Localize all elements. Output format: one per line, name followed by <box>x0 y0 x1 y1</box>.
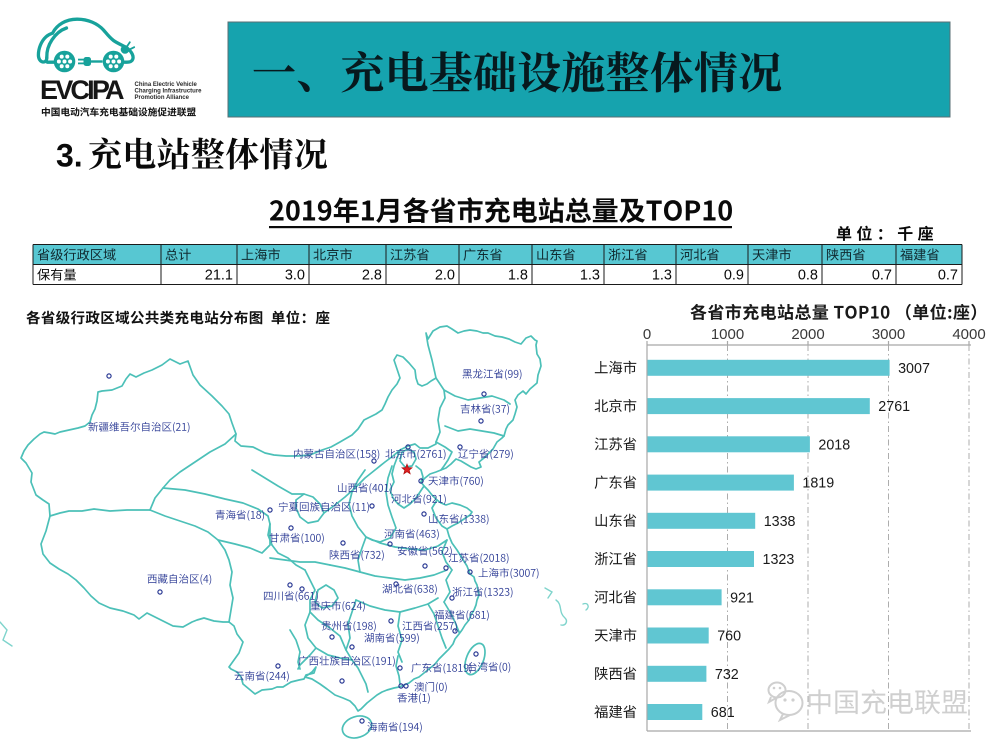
svg-text:0.9: 0.9 <box>724 268 744 284</box>
svg-text:3.: 3. <box>56 138 83 174</box>
svg-text:1323: 1323 <box>763 552 795 568</box>
svg-text:Charging Infrastructure: Charging Infrastructure <box>135 89 203 95</box>
svg-text:3.0: 3.0 <box>285 268 305 284</box>
svg-text:681: 681 <box>711 705 735 721</box>
svg-text:2.8: 2.8 <box>362 268 382 284</box>
svg-text:760: 760 <box>717 629 741 645</box>
svg-text:21.1: 21.1 <box>205 268 233 284</box>
svg-text:0: 0 <box>643 326 651 343</box>
svg-text:0.7: 0.7 <box>938 268 958 284</box>
svg-text:1.3: 1.3 <box>652 268 672 284</box>
svg-text:732: 732 <box>715 667 739 683</box>
svg-text:0.8: 0.8 <box>798 268 818 284</box>
svg-text:Promotion Alliance: Promotion Alliance <box>135 95 190 101</box>
svg-text:2000: 2000 <box>791 326 824 343</box>
svg-text:EVCIPA: EVCIPA <box>40 75 124 105</box>
svg-text:2.0: 2.0 <box>435 268 455 284</box>
svg-text:1819: 1819 <box>802 476 834 492</box>
svg-text:4000: 4000 <box>952 326 985 343</box>
svg-text:3000: 3000 <box>872 326 905 343</box>
svg-text:1338: 1338 <box>764 514 796 530</box>
svg-text:1.3: 1.3 <box>580 268 600 284</box>
svg-text:1.8: 1.8 <box>508 268 528 284</box>
svg-text:921: 921 <box>730 590 754 606</box>
svg-text:2761: 2761 <box>878 399 910 415</box>
svg-text:2018: 2018 <box>818 437 850 453</box>
svg-text:0.7: 0.7 <box>872 268 892 284</box>
svg-text:1000: 1000 <box>711 326 744 343</box>
svg-text:China Electric Vehicle: China Electric Vehicle <box>135 82 198 88</box>
svg-text:3007: 3007 <box>898 361 930 377</box>
